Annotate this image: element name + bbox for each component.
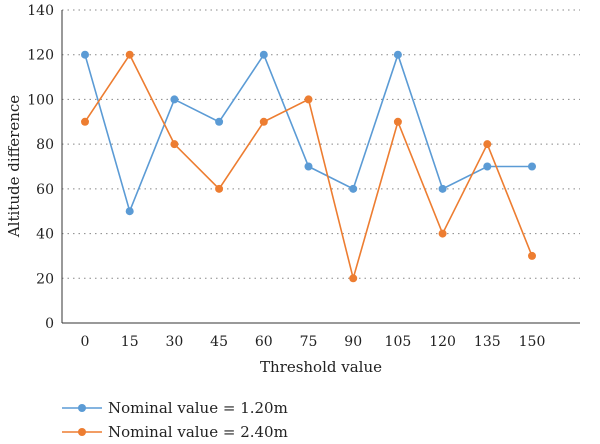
- data-point: [393, 117, 402, 126]
- x-tick-label: 120: [429, 334, 456, 350]
- data-point: [170, 95, 179, 104]
- data-point: [349, 274, 358, 283]
- x-tick-label: 105: [385, 334, 412, 350]
- legend: Nominal value = 1.20m Nominal value = 2.…: [62, 399, 288, 441]
- gridlines: [62, 9, 580, 279]
- x-tick-label: 0: [81, 334, 90, 350]
- legend-item-series-1: Nominal value = 1.20m: [62, 399, 288, 417]
- data-point: [81, 117, 89, 126]
- data-point: [215, 184, 224, 193]
- legend-marker-series-1: [78, 404, 86, 412]
- data-point: [438, 229, 447, 238]
- legend-label-series-2: Nominal value = 2.40m: [108, 423, 288, 441]
- data-point: [259, 117, 268, 126]
- x-tick-label: 60: [255, 334, 273, 350]
- series-1: [81, 50, 536, 216]
- y-tick-label: 140: [27, 3, 54, 19]
- data-series: [81, 50, 536, 283]
- series-2: [81, 50, 536, 283]
- x-tick-label: 150: [519, 334, 546, 350]
- axes: [61, 10, 580, 324]
- x-tick-label: 75: [300, 334, 318, 350]
- x-tick-label: 15: [121, 334, 139, 350]
- x-tick-label: 135: [474, 334, 501, 350]
- data-point: [125, 50, 134, 59]
- y-tick-label: 40: [36, 227, 54, 243]
- data-point: [125, 207, 134, 216]
- x-tick-label: 45: [210, 334, 228, 350]
- y-tick-label: 120: [27, 48, 54, 64]
- legend-item-series-2: Nominal value = 2.40m: [62, 423, 288, 441]
- data-point: [528, 162, 536, 171]
- data-point: [81, 50, 89, 59]
- y-tick-label: 20: [36, 271, 54, 287]
- x-tick-label: 90: [344, 334, 362, 350]
- data-point: [170, 140, 179, 149]
- x-tick-labels: 0 15 30 45 60 75 90 105 120 135 150: [81, 334, 546, 350]
- data-point: [483, 162, 492, 171]
- data-point: [393, 50, 402, 59]
- x-axis-title: Threshold value: [260, 358, 382, 376]
- y-tick-label: 0: [45, 316, 54, 332]
- data-point: [215, 117, 224, 126]
- data-point: [304, 95, 313, 104]
- data-point: [304, 162, 313, 171]
- data-point: [483, 140, 492, 149]
- data-point: [528, 251, 536, 260]
- legend-label-series-1: Nominal value = 1.20m: [108, 399, 288, 417]
- y-axis-title: Altitude difference: [5, 95, 23, 238]
- data-point: [349, 184, 358, 193]
- x-tick-label: 30: [165, 334, 183, 350]
- data-point: [259, 50, 268, 59]
- legend-marker-series-2: [78, 428, 86, 436]
- y-tick-label: 80: [36, 137, 54, 153]
- y-tick-labels: 0 20 40 60 80 100 120 140: [27, 3, 54, 332]
- y-tick-label: 100: [27, 92, 54, 108]
- y-tick-label: 60: [36, 182, 54, 198]
- data-point: [438, 184, 447, 193]
